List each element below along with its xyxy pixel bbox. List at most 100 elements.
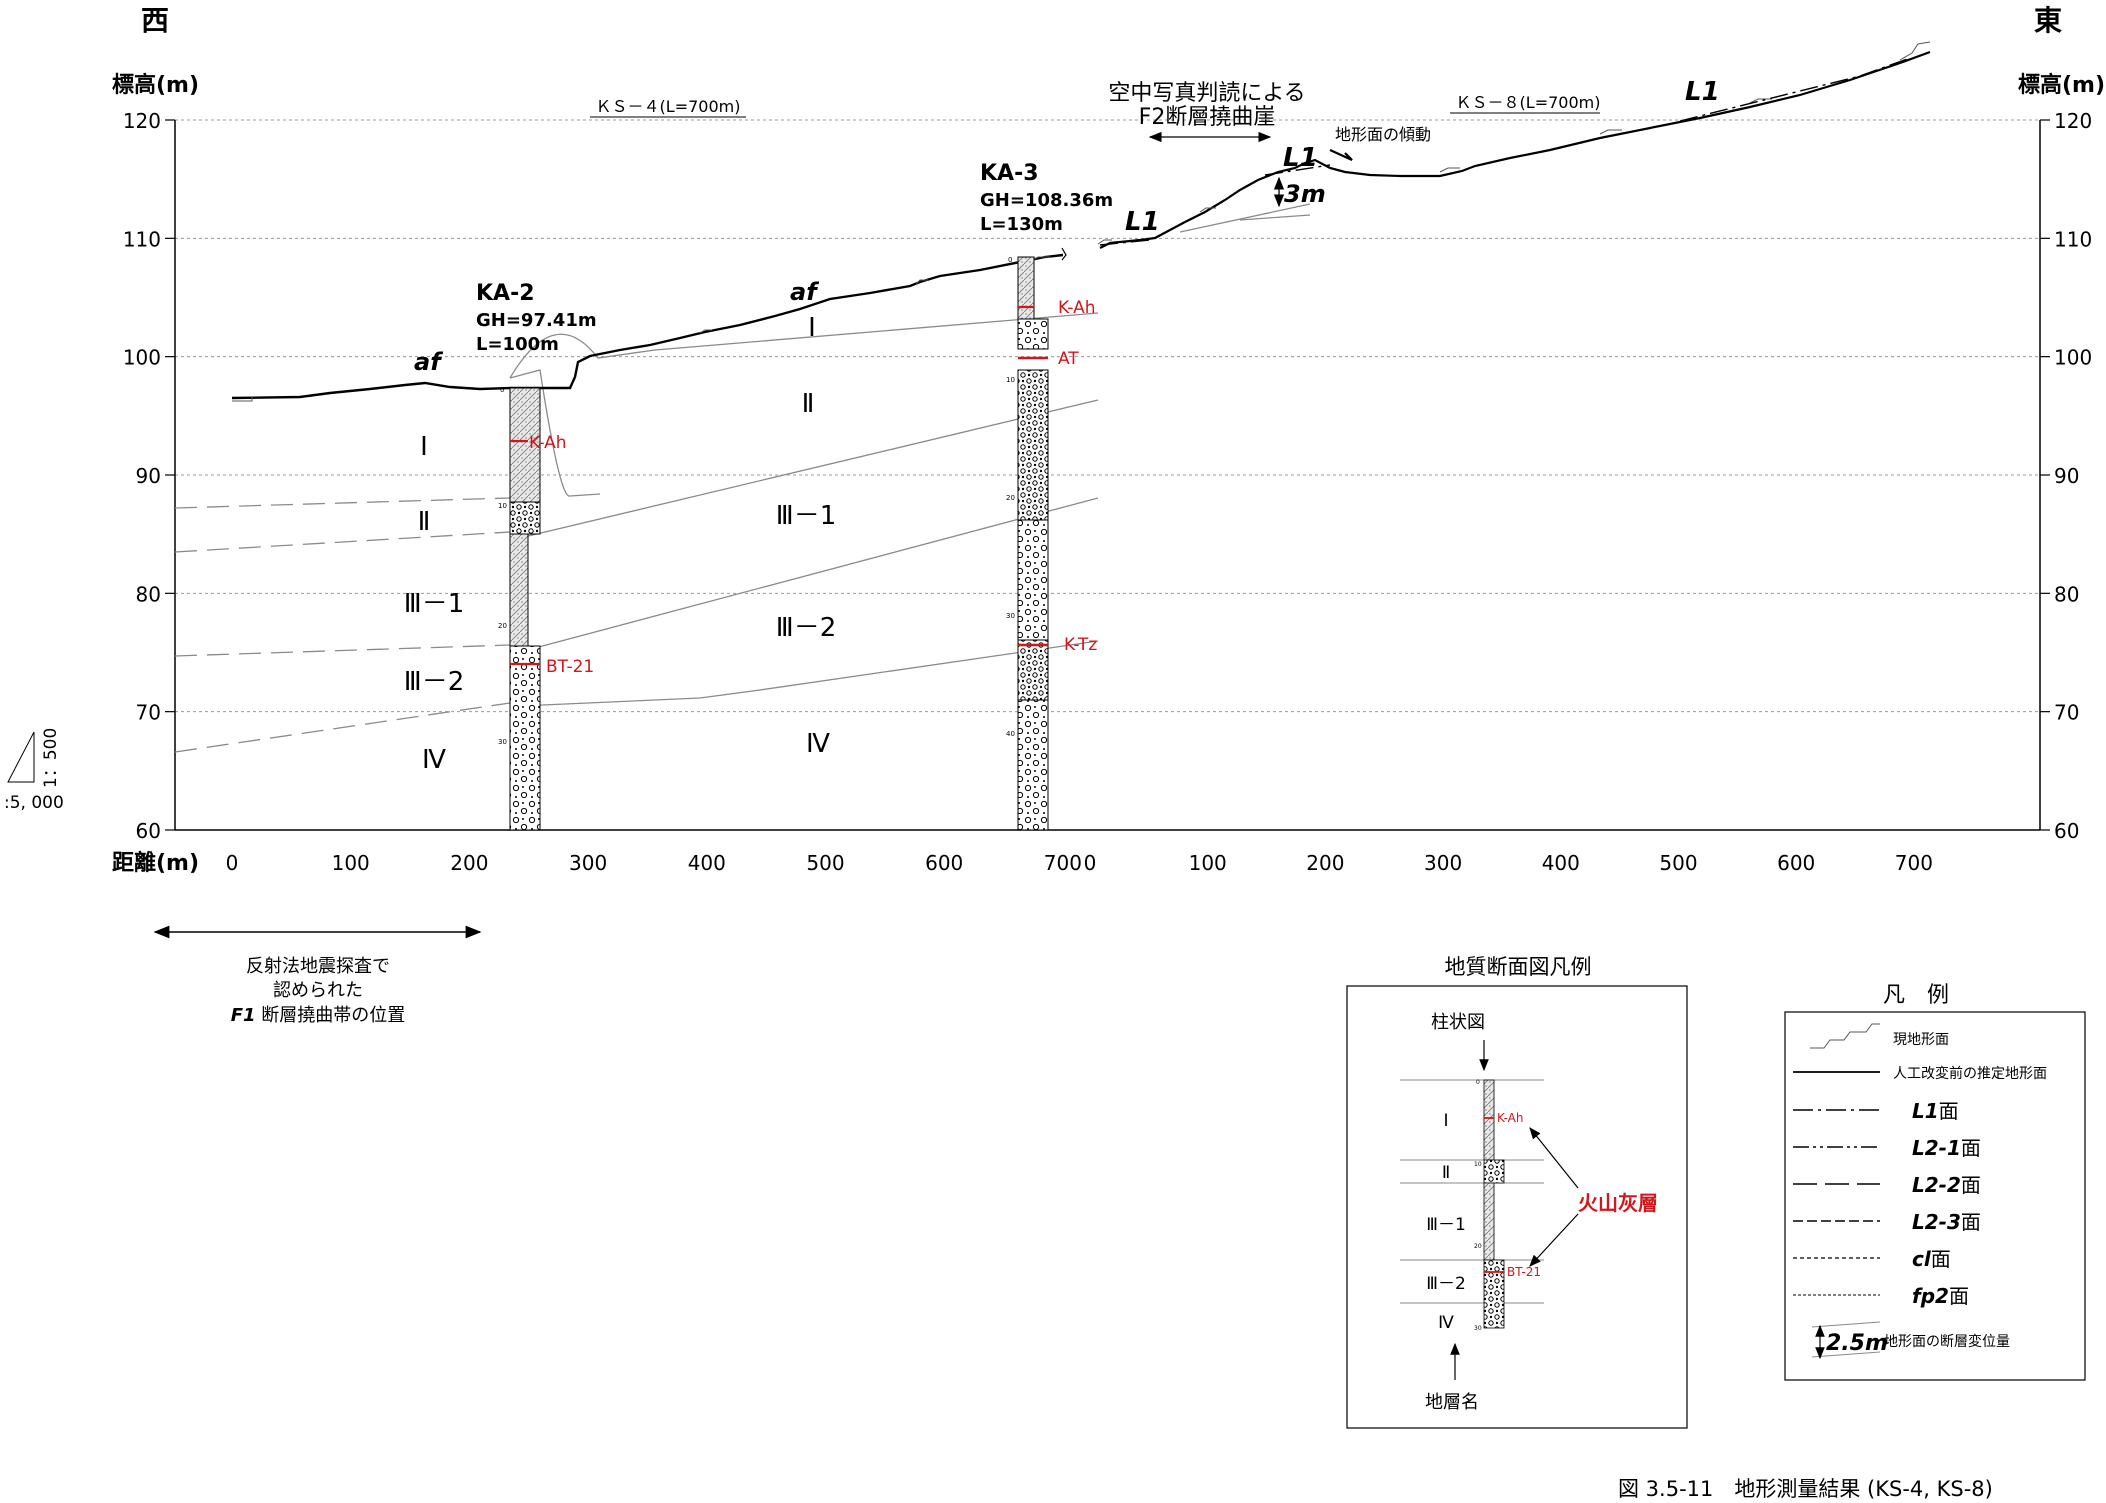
current-ground-ks8 [1097,41,1931,245]
ka3-gh: GH=108.36m [980,190,1113,211]
ka2-column-gravel-1 [509,501,541,535]
ka2-depth-0: 0 [500,386,504,394]
x-axis-label: 距離(m) [112,850,199,876]
legend-item-l22-label: L2-2 [1912,1173,1961,1197]
x-tick-labels: 0 100 200 300 400 500 600 700 0 100 200 300 400 500 60… [226,851,1933,875]
ka3-ash-kah-label: K-Ah [1058,298,1096,318]
ka3-len: L=130m [980,214,1063,235]
line-name-ks4: ＫＳ－４(L=700m) [596,97,741,116]
geo-legend-frame [1346,985,1688,1429]
f1-zone-desc: 断層撓曲帯の位置 [256,1005,406,1026]
geo-legend-depth-0: 0 [1476,1079,1480,1086]
geo-legend-ash-arrow-up [1529,1127,1579,1189]
f1-text-line3: F1 断層撓曲帯の位置 [231,1005,406,1026]
geo-legend-unit-iii1: Ⅲ－1 [1426,1215,1466,1235]
ka3-id: KA-3 [980,161,1039,186]
f1-text-line2: 認められた [273,980,363,1001]
ka3-column-silt [1017,256,1035,320]
surface-label-l1-3: L1 [1685,77,1720,107]
legend-item-l21: L2-1面 [1912,1136,1981,1160]
unit-i-mid: Ⅰ [808,313,816,343]
line-legend: 凡 例 現地形面 人工改変前の推定地形面 L1面 L2-1面 L2-2面 L2-… [1784,983,2086,1381]
y-tick-label-right: 120 [2054,109,2092,133]
surface-label-l1-2: L1 [1283,143,1318,173]
x-tick-label-ks4: 500 [806,851,844,875]
y-tick-label-left: 100 [123,346,161,370]
geo-legend-unit-ii: Ⅱ [1442,1163,1450,1183]
borehole-ka2: K-Ah BT-21 0 10 20 30 KA-2 GH=97.41m L=1… [476,281,597,831]
surface-label-af-2: af [790,278,819,306]
unit-boundaries [509,214,1311,707]
legend-item-l23-label: L2-3 [1912,1210,1961,1234]
elevation-gridlines [175,119,2040,713]
l1-surface-dashed-ks8 [1099,57,1911,246]
legend-item-fp2-label: fp2 [1912,1284,1949,1308]
legend-item-cl-suffix: 面 [1931,1247,1951,1271]
unit-iii1-west: Ⅲ－1 [404,589,464,619]
y-tick-label-right: 100 [2054,346,2092,370]
vertical-scale: 1：500 [41,728,61,788]
surface-label-af-1: af [414,348,443,376]
ka3-depth-30: 30 [1006,612,1015,620]
legend-item-estimated-ground: 人工改変前の推定地形面 [1893,1065,2047,1082]
x-tick-label-ks4: 0 [226,851,239,875]
legend-item-cl-label: cl [1912,1247,1932,1271]
geo-legend: 地質断面図凡例 柱状図 K-Ah BT-21 0 10 20 30 Ⅰ Ⅱ Ⅲ－… [1346,955,1688,1429]
y-tick-label-left: 90 [136,464,161,488]
legend-item-fp2-suffix: 面 [1949,1284,1969,1308]
y-tick-label-left: 110 [123,227,161,251]
legend-item-l21-label: L2-1 [1912,1136,1961,1160]
unit-ii-mid: Ⅱ [802,389,815,419]
legend-item-l22: L2-2面 [1912,1173,1981,1197]
west-label: 西 [141,4,169,37]
unit-ii-west: Ⅱ [418,507,431,537]
ka3-depth-10: 10 [1006,376,1015,384]
f1-text-line1: 反射法地震探査で [246,956,390,977]
ka2-column-silt-2 [509,533,529,647]
ka2-ash-kah-label: K-Ah [529,433,567,453]
ka3-ash-ktz-label: K-Tz [1064,635,1097,655]
surface-label-l1-1: L1 [1125,207,1160,237]
x-tick-label-ks4: 200 [450,851,488,875]
geo-legend-unit-iii2: Ⅲ－2 [1426,1274,1466,1294]
geo-legend-unit-iv: Ⅳ [1438,1313,1454,1333]
geo-legend-unit-i: Ⅰ [1443,1111,1448,1131]
borehole-ka3: K-Ah AT K-Tz 0 10 20 30 40 KA-3 GH=108.3… [980,161,1113,831]
x-tick-label-ks8: 500 [1659,851,1697,875]
x-tick-label-ks8: 0 [1084,851,1097,875]
geo-legend-column-gravel2 [1483,1259,1505,1329]
x-tick-label-ks4: 300 [569,851,607,875]
y-tick-label-right: 70 [2054,701,2079,725]
y-tick-label-right: 60 [2054,819,2079,843]
ka2-id: KA-2 [476,281,535,306]
ka3-depth-20: 20 [1006,494,1015,502]
unit-iii2-mid: Ⅲ－2 [776,613,836,643]
legend-item-l1-suffix: 面 [1939,1099,1959,1123]
y-tick-label-right: 80 [2054,582,2079,606]
legend-item-l21-suffix: 面 [1961,1136,1981,1160]
unit-iv-west: Ⅳ [422,745,446,775]
scale-triangle-icon [7,731,35,783]
legend-item-l1: L1面 [1912,1099,1959,1123]
y-axis-label-right: 標高(m) [2018,72,2105,98]
ka2-column-silt [509,387,541,503]
legend-item-cl: cl面 [1912,1247,1951,1271]
current-ground-ks4 [232,256,1050,402]
y-tick-label-left: 120 [123,109,161,133]
unit-iv-mid: Ⅳ [806,729,830,759]
x-tick-label-ks4: 700 [1044,851,1082,875]
x-tick-label-ks4: 600 [925,851,963,875]
ka2-ash-bt21-label: BT-21 [546,657,594,677]
tilt-arrow-icon [1329,148,1353,162]
x-tick-label-ks8: 700 [1895,851,1933,875]
geo-legend-depth-30: 30 [1474,1325,1482,1332]
ka2-depth-30: 30 [498,738,507,746]
x-tick-label-ks8: 200 [1306,851,1344,875]
geo-legend-column-silt2 [1483,1182,1495,1261]
ka2-gh: GH=97.41m [476,310,597,331]
legend-item-l23: L2-3面 [1912,1210,1981,1234]
ground-surface-ks4 [231,253,1064,400]
legend-offset-value: 2.5m [1826,1331,1888,1356]
